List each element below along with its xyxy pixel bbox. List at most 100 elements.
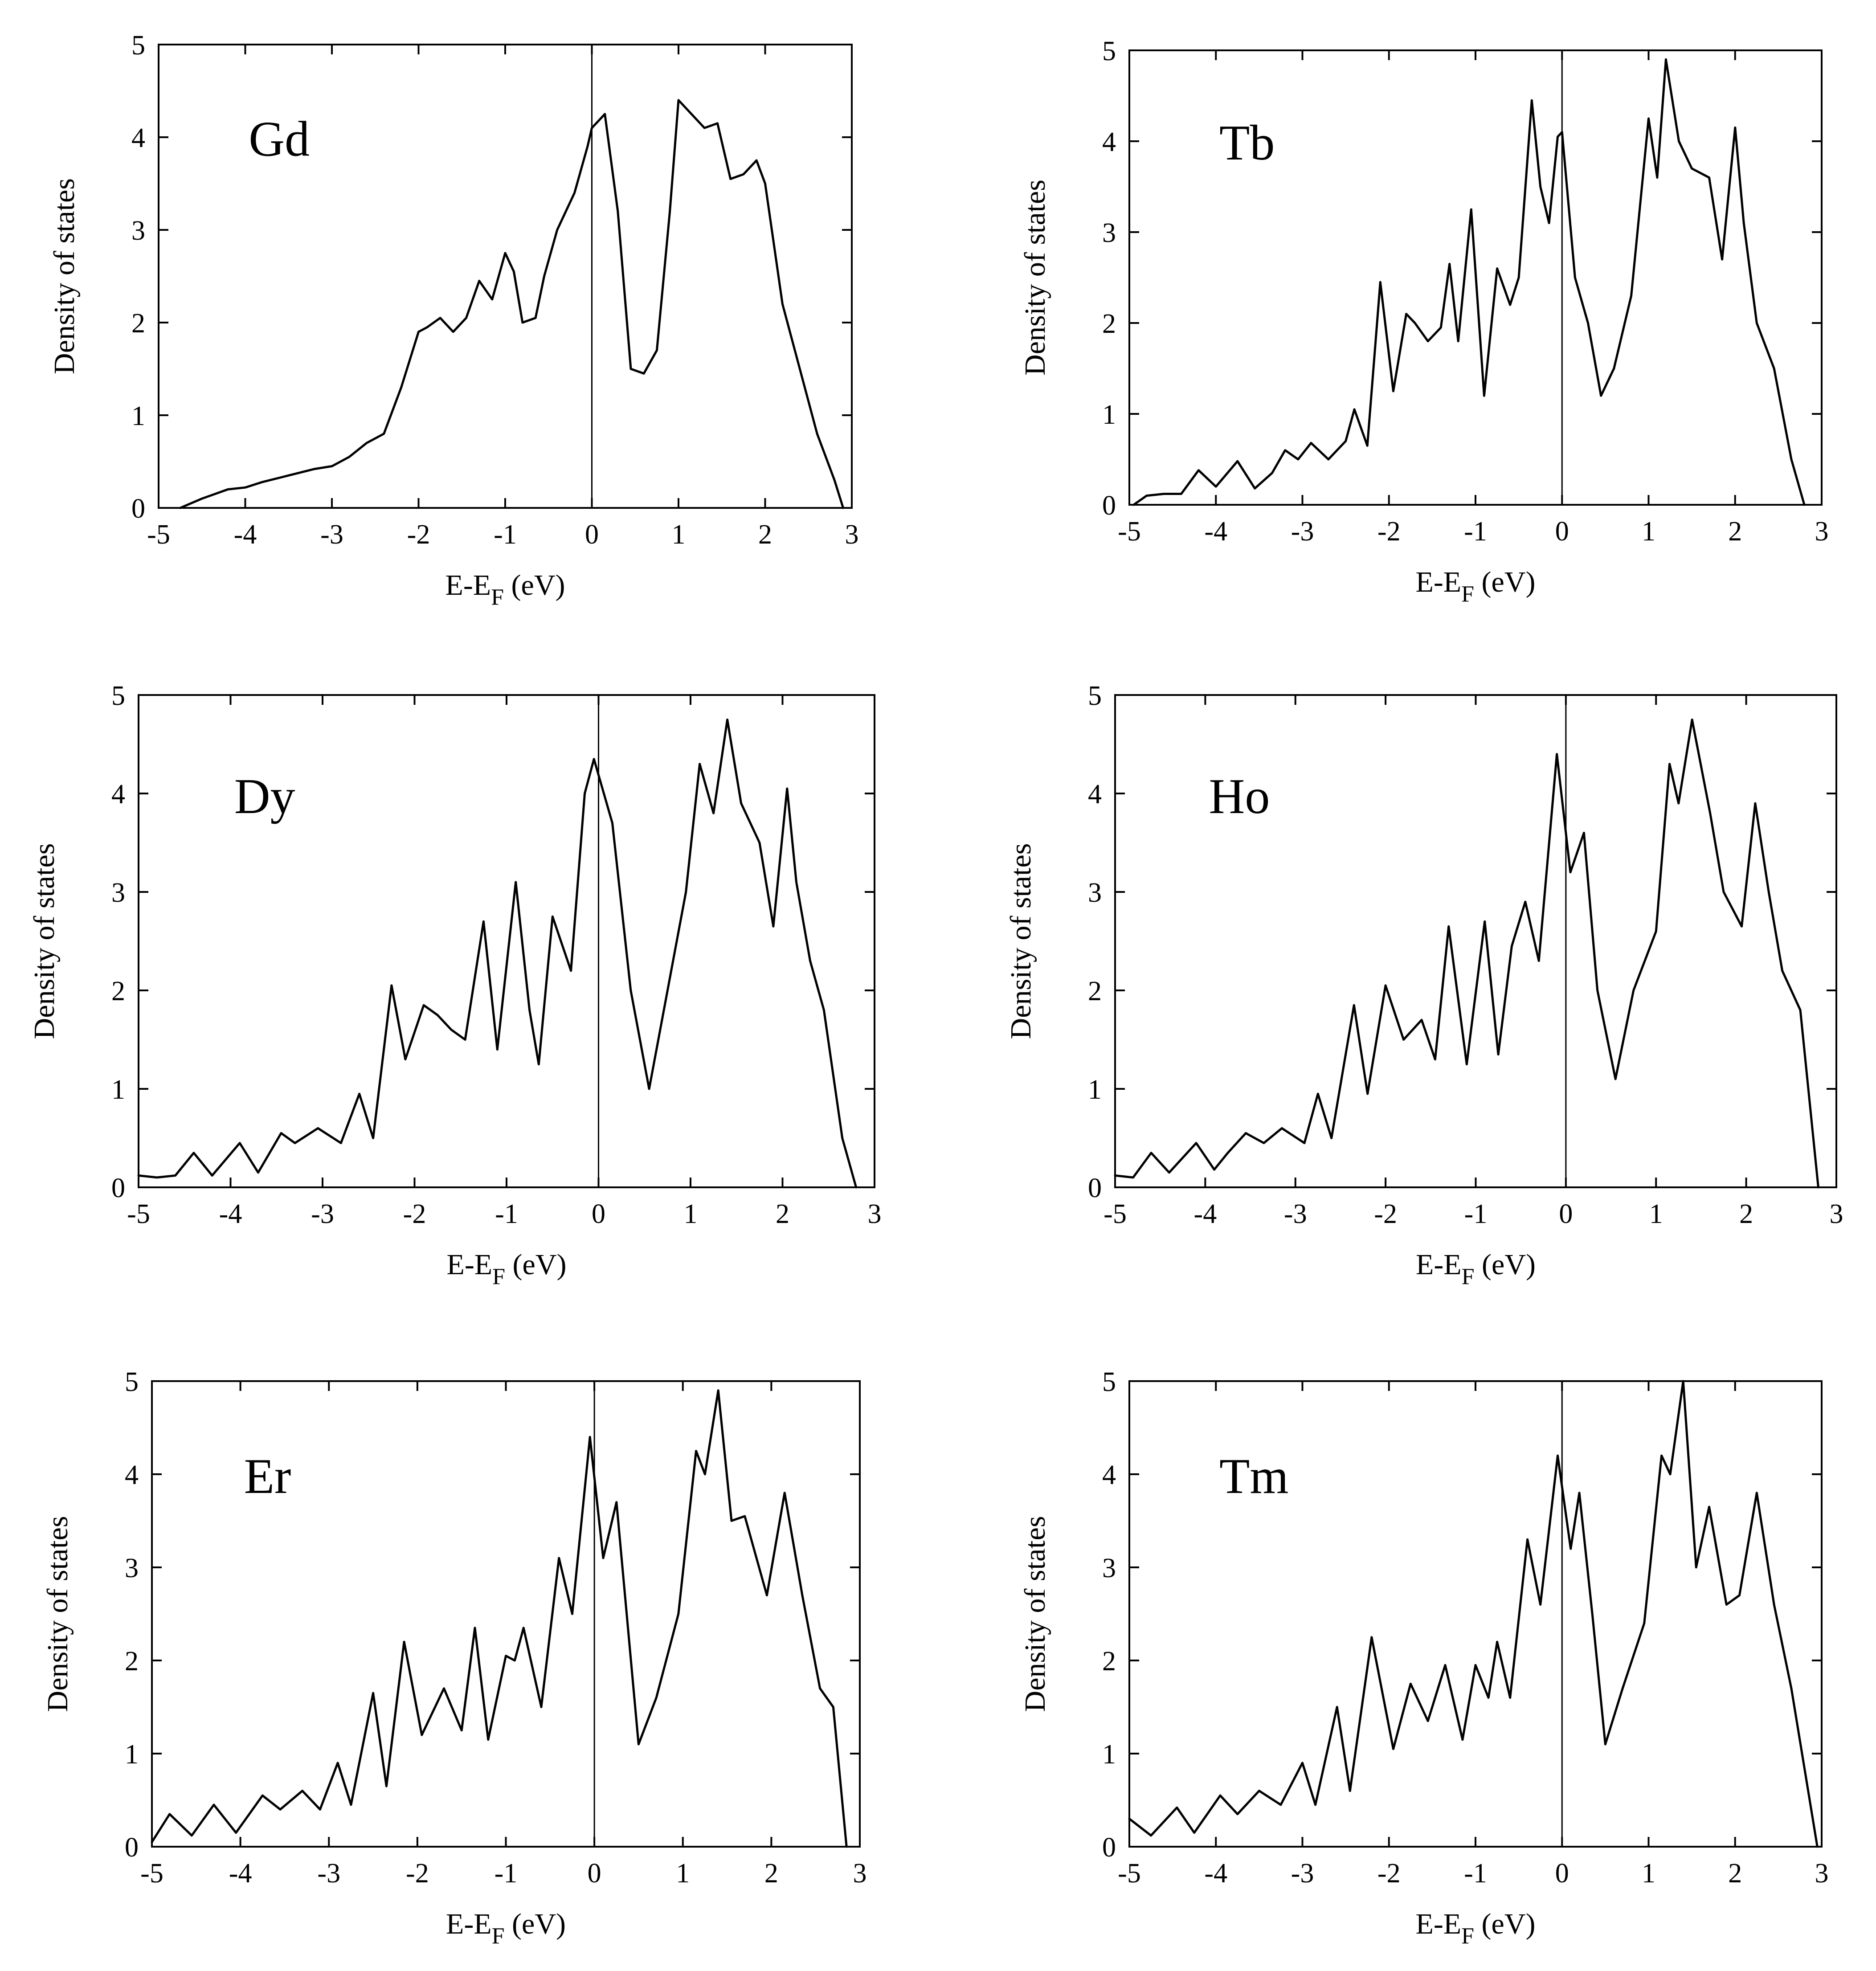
x-axis-title: E-EF (eV): [447, 1248, 567, 1289]
y-tick-label: 4: [125, 1460, 139, 1490]
x-tick-label: 3: [1815, 516, 1829, 547]
y-tick-label: 3: [1088, 878, 1102, 908]
x-axis-title-subscript: F: [491, 585, 504, 610]
panel-label: Ho: [1209, 769, 1270, 824]
panel-label: Dy: [234, 769, 295, 824]
y-tick-label: 0: [1102, 491, 1116, 521]
x-tick-label: -5: [1118, 516, 1141, 547]
y-tick-label: 0: [1088, 1173, 1102, 1203]
x-tick-label: -3: [1291, 516, 1314, 547]
x-tick-label: 2: [758, 519, 772, 550]
y-tick-label: 0: [131, 494, 145, 524]
x-axis-title-main: E-E: [1416, 566, 1462, 598]
y-tick-label: 0: [125, 1832, 139, 1863]
panel-label: Tb: [1219, 115, 1275, 171]
x-tick-label: -5: [1104, 1199, 1127, 1229]
panel-gd: -5 -4 -3 -2 -1 0 1 2 3 0 1 2 3 4 5 Gd Density of states E…: [48, 30, 859, 610]
y-axis-title: Density of states: [28, 843, 61, 1039]
x-axis-title-subscript: F: [1461, 581, 1474, 607]
x-tick-label: -2: [1374, 1199, 1397, 1229]
y-axis-title: Density of states: [1019, 180, 1051, 376]
x-axis-title-unit: (eV): [505, 1248, 566, 1281]
x-axis-title-unit: (eV): [504, 569, 565, 601]
x-tick-label: 0: [1559, 1199, 1573, 1229]
y-tick-label: 2: [1102, 1646, 1116, 1677]
x-tick-label: 1: [1642, 1858, 1655, 1889]
x-axis-title-unit: (eV): [1474, 566, 1535, 598]
x-tick-label: -2: [1377, 1858, 1401, 1889]
x-tick-label: 3: [845, 519, 859, 550]
x-axis-title-subscript: F: [492, 1264, 505, 1289]
x-tick-label: 1: [672, 519, 686, 550]
y-tick-label: 3: [111, 878, 125, 908]
dos-curve-dy: [137, 718, 858, 1189]
x-tick-label: -1: [1464, 516, 1487, 547]
y-tick-label: 5: [131, 30, 145, 61]
y-tick-label: 4: [111, 779, 125, 810]
y-tick-label: 5: [1102, 36, 1116, 66]
y-axis-title: Density of states: [41, 1516, 74, 1712]
x-tick-label: -5: [1118, 1858, 1141, 1889]
x-tick-label: -3: [311, 1199, 334, 1229]
y-tick-label: 0: [1102, 1832, 1116, 1863]
x-axis-title-subscript: F: [492, 1923, 505, 1949]
x-tick-label: -3: [317, 1858, 340, 1889]
x-axis-title-main: E-E: [446, 1908, 492, 1940]
y-tick-label: 5: [1102, 1367, 1116, 1397]
x-tick-label: 3: [1830, 1199, 1843, 1229]
x-axis-title: E-EF (eV): [1416, 1908, 1536, 1949]
x-tick-label: -3: [320, 519, 343, 550]
x-tick-label: -1: [1464, 1199, 1488, 1229]
x-tick-label: 3: [868, 1199, 882, 1229]
y-tick-label: 3: [1102, 218, 1116, 248]
dos-curve-ho: [1114, 718, 1819, 1189]
x-axis-title-unit: (eV): [1475, 1248, 1536, 1281]
x-tick-label: -2: [1377, 516, 1401, 547]
y-tick-label: 2: [111, 976, 125, 1006]
x-tick-label: 0: [1555, 1858, 1569, 1889]
x-tick-label: -4: [1204, 1858, 1227, 1889]
x-tick-label: -5: [140, 1858, 163, 1889]
x-tick-label: 2: [1739, 1199, 1753, 1229]
x-tick-label: -2: [407, 519, 430, 550]
x-tick-label: 1: [1649, 1199, 1663, 1229]
x-axis-title-subscript: F: [1461, 1923, 1474, 1949]
x-axis-title-unit: (eV): [505, 1908, 566, 1940]
x-tick-label: -4: [219, 1199, 242, 1229]
y-tick-label: 5: [125, 1367, 139, 1397]
panel-tm: -5 -4 -3 -2 -1 0 1 2 3 0 1 2 3 4 5 Tm Density of states E…: [1019, 1367, 1829, 1949]
x-tick-label: 0: [592, 1199, 605, 1229]
x-tick-label: -5: [147, 519, 170, 550]
x-axis-title-unit: (eV): [1474, 1908, 1535, 1940]
x-tick-label: -3: [1284, 1199, 1307, 1229]
y-tick-label: 2: [131, 308, 145, 339]
y-tick-label: 1: [1102, 400, 1116, 430]
x-tick-label: -5: [127, 1199, 150, 1229]
x-tick-label: -2: [403, 1199, 426, 1229]
x-tick-label: -1: [495, 1858, 518, 1889]
x-tick-label: 2: [776, 1199, 789, 1229]
panel-dy: -5 -4 -3 -2 -1 0 1 2 3 0 1 2 3 4 5 Dy Density of states E…: [28, 681, 882, 1289]
x-tick-label: -4: [1194, 1199, 1217, 1229]
y-tick-label: 1: [1102, 1739, 1116, 1770]
x-tick-label: -1: [495, 1199, 518, 1229]
y-tick-label: 2: [1088, 976, 1102, 1006]
x-tick-label: 2: [1728, 516, 1742, 547]
x-tick-label: 2: [1728, 1858, 1742, 1889]
x-tick-label: -3: [1291, 1858, 1314, 1889]
y-axis-title: Density of states: [48, 178, 81, 374]
y-tick-label: 4: [1088, 779, 1102, 810]
y-tick-label: 3: [131, 216, 145, 246]
x-axis-title: E-EF (eV): [1416, 1248, 1536, 1289]
y-axis-title: Density of states: [1005, 843, 1037, 1039]
y-tick-label: 0: [111, 1173, 125, 1203]
x-tick-label: 2: [764, 1858, 778, 1889]
x-tick-label: 1: [684, 1199, 698, 1229]
panel-label: Er: [244, 1449, 291, 1504]
panel-label: Tm: [1219, 1449, 1289, 1504]
y-tick-label: 3: [1102, 1553, 1116, 1583]
y-tick-label: 1: [1088, 1075, 1102, 1105]
panel-tb: -5 -4 -3 -2 -1 0 1 2 3 0 1 2 3 4 5 Tb Density of states E…: [1019, 36, 1829, 607]
x-tick-label: 0: [1555, 516, 1569, 547]
